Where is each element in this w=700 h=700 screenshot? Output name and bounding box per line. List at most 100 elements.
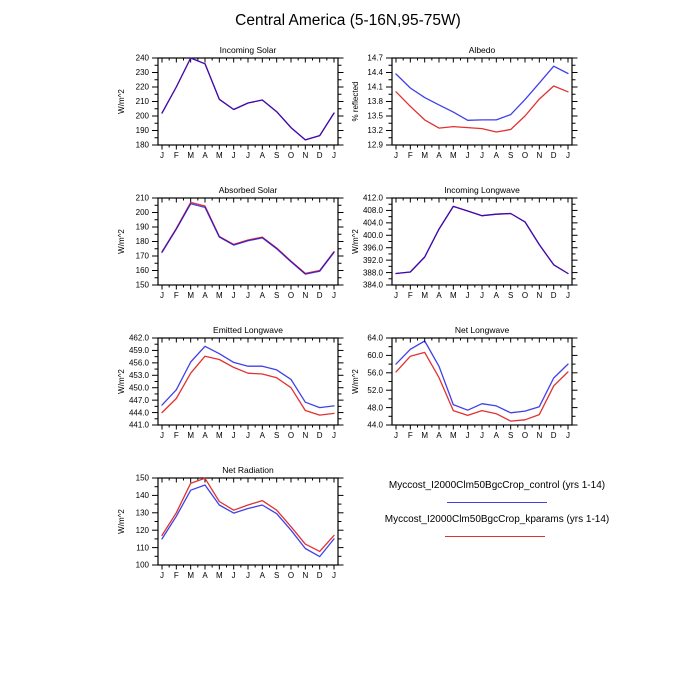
- x-tick-label: J: [394, 431, 398, 440]
- y-tick-label: 447.0: [129, 396, 150, 405]
- y-tick-label: 400.0: [363, 231, 384, 240]
- y-tick-label: 200: [136, 112, 150, 121]
- x-tick-label: M: [216, 571, 223, 580]
- y-tick-label: 14.1: [367, 83, 383, 92]
- x-tick-label: M: [187, 571, 194, 580]
- x-tick-label: M: [187, 291, 194, 300]
- x-tick-label: M: [216, 291, 223, 300]
- x-tick-label: F: [174, 431, 179, 440]
- series-line-kparams: [395, 351, 569, 422]
- y-tick-label: 396.0: [363, 243, 384, 252]
- y-tick-label: 392.0: [363, 256, 384, 265]
- x-tick-label: N: [302, 431, 308, 440]
- y-tick-label: 220: [136, 83, 150, 92]
- legend-line-control: [447, 502, 547, 504]
- x-tick-label: J: [480, 151, 484, 160]
- x-tick-label: J: [160, 571, 164, 580]
- x-tick-label: M: [421, 431, 428, 440]
- x-tick-label: J: [332, 151, 336, 160]
- x-tick-label: M: [216, 151, 223, 160]
- x-tick-label: N: [302, 151, 308, 160]
- y-tick-label: 44.0: [367, 421, 383, 430]
- series-line-kparams: [161, 477, 335, 553]
- y-axis-label: W/m^2: [117, 89, 126, 114]
- x-tick-label: A: [494, 291, 500, 300]
- y-tick-label: 180: [136, 237, 150, 246]
- x-tick-label: N: [302, 571, 308, 580]
- x-tick-label: A: [202, 291, 208, 300]
- x-tick-label: F: [408, 291, 413, 300]
- x-tick-label: S: [508, 151, 513, 160]
- x-tick-label: A: [436, 151, 442, 160]
- y-axis-label: W/m^2: [351, 229, 360, 254]
- series-line-control: [395, 205, 569, 275]
- series-line-kparams: [161, 201, 335, 275]
- x-tick-label: F: [174, 571, 179, 580]
- x-tick-label: D: [317, 151, 323, 160]
- legend-label-kparams: Myccost_I2000Clm50BgcCrop_kparams (yrs 1…: [384, 514, 610, 525]
- y-tick-label: 52.0: [367, 386, 383, 395]
- page-title: Central America (5-16N,95-75W): [235, 12, 461, 29]
- y-tick-label: 408.0: [363, 206, 384, 215]
- x-tick-label: A: [260, 431, 266, 440]
- x-tick-label: J: [232, 431, 236, 440]
- x-tick-label: M: [450, 151, 457, 160]
- x-tick-label: M: [421, 291, 428, 300]
- y-tick-label: 60.0: [367, 351, 383, 360]
- x-tick-label: J: [160, 431, 164, 440]
- x-tick-label: D: [317, 571, 323, 580]
- y-tick-label: 13.5: [367, 112, 383, 121]
- x-tick-label: J: [332, 571, 336, 580]
- y-axis-label: % reflected: [351, 81, 360, 121]
- y-axis-label: W/m^2: [117, 369, 126, 394]
- x-tick-label: D: [551, 431, 557, 440]
- x-tick-label: A: [202, 431, 208, 440]
- y-axis-label: W/m^2: [351, 369, 360, 394]
- panel-title: Emitted Longwave: [213, 325, 283, 335]
- y-tick-label: 412.0: [363, 194, 384, 203]
- panel-absorbed-solar: Absorbed Solar W/m^2 150 160 170 180 190 200 210…: [117, 185, 344, 300]
- series-line-control: [161, 345, 335, 409]
- panel-incoming-solar: Incoming Solar W/m^2 180 190 200 210 220 230 240…: [117, 45, 344, 160]
- x-tick-label: N: [536, 431, 542, 440]
- panel-net-longwave: Net Longwave W/m^2 44.0 48.0 52.0 56.0 60.0 64.…: [351, 325, 578, 440]
- x-tick-label: O: [288, 291, 294, 300]
- series-line-control: [161, 484, 335, 558]
- x-tick-label: A: [202, 571, 208, 580]
- x-tick-label: O: [288, 571, 294, 580]
- x-tick-label: J: [232, 291, 236, 300]
- x-tick-label: A: [260, 151, 266, 160]
- x-tick-label: M: [450, 431, 457, 440]
- x-tick-label: S: [274, 151, 279, 160]
- x-tick-label: M: [216, 431, 223, 440]
- x-tick-label: J: [566, 431, 570, 440]
- y-tick-label: 150: [136, 474, 150, 483]
- legend-line-kparams: [445, 536, 545, 538]
- y-tick-label: 110: [136, 543, 149, 552]
- x-tick-label: S: [274, 291, 279, 300]
- x-tick-label: A: [202, 151, 208, 160]
- y-tick-label: 459.0: [129, 346, 150, 355]
- x-tick-label: O: [288, 151, 294, 160]
- x-tick-label: O: [522, 431, 528, 440]
- x-tick-label: O: [522, 291, 528, 300]
- x-tick-label: J: [394, 291, 398, 300]
- x-tick-label: F: [174, 291, 179, 300]
- series-line-control: [395, 340, 569, 414]
- x-tick-label: J: [394, 151, 398, 160]
- y-tick-label: 64.0: [367, 334, 383, 343]
- y-axis-label: W/m^2: [117, 509, 126, 534]
- y-tick-label: 450.0: [129, 383, 150, 392]
- panel-title: Net Longwave: [455, 325, 510, 335]
- x-tick-label: J: [332, 431, 336, 440]
- y-tick-label: 200: [136, 208, 150, 217]
- x-tick-label: D: [317, 291, 323, 300]
- x-tick-label: S: [274, 431, 279, 440]
- y-tick-label: 56.0: [367, 369, 383, 378]
- y-tick-label: 14.4: [367, 68, 383, 77]
- y-tick-label: 190: [136, 223, 150, 232]
- y-tick-label: 100: [136, 561, 150, 570]
- series-line-control: [395, 65, 569, 121]
- y-tick-label: 190: [136, 126, 150, 135]
